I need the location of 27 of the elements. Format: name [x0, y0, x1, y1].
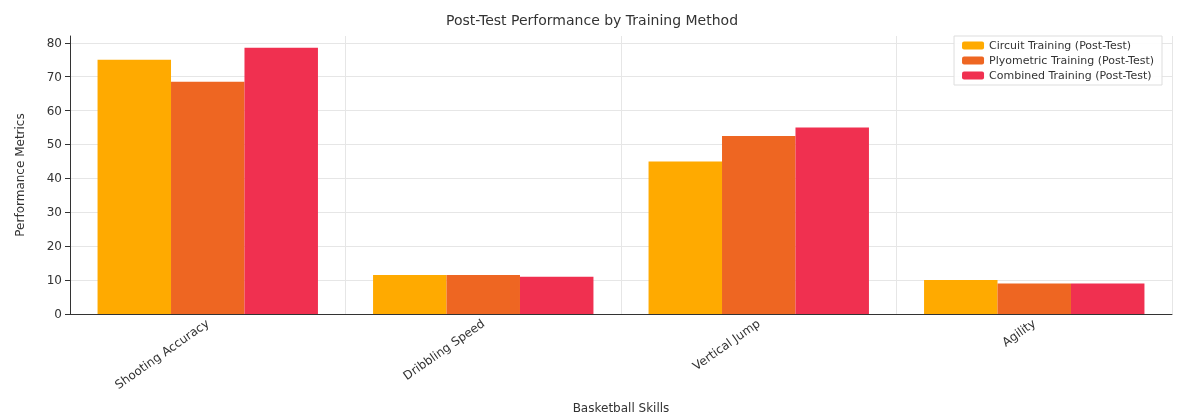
- y-tick-label: 0: [54, 307, 62, 321]
- bar: [1070, 283, 1145, 314]
- bar: [519, 276, 594, 314]
- bar: [171, 81, 245, 314]
- y-tick-label: 30: [46, 205, 62, 220]
- y-tick-label: 40: [46, 171, 62, 186]
- y-tick-label: 10: [46, 273, 62, 288]
- chart-title: Post-Test Performance by Training Method: [445, 12, 739, 28]
- legend-label: Combined Training (Post-Test): [989, 69, 1152, 82]
- y-tick-label: 20: [46, 239, 62, 254]
- bar: [446, 275, 520, 314]
- bar: [244, 47, 318, 314]
- legend-label: Circuit Training (Post-Test): [989, 39, 1132, 52]
- y-tick-label: 70: [46, 69, 62, 84]
- bar: [795, 127, 869, 314]
- x-axis-title: Basketball Skills: [572, 401, 670, 415]
- y-axis-title: Performance Metrics: [13, 113, 27, 237]
- bar: [648, 161, 723, 314]
- y-tick-label: 50: [46, 137, 62, 152]
- bar: [997, 283, 1071, 314]
- bar: [722, 136, 796, 314]
- legend-label: Plyometric Training (Post-Test): [989, 54, 1154, 67]
- y-tick-label: 60: [46, 103, 62, 118]
- bar: [924, 280, 998, 314]
- bar: [373, 275, 447, 314]
- bar: [97, 59, 172, 314]
- y-tick-label: 80: [46, 35, 62, 50]
